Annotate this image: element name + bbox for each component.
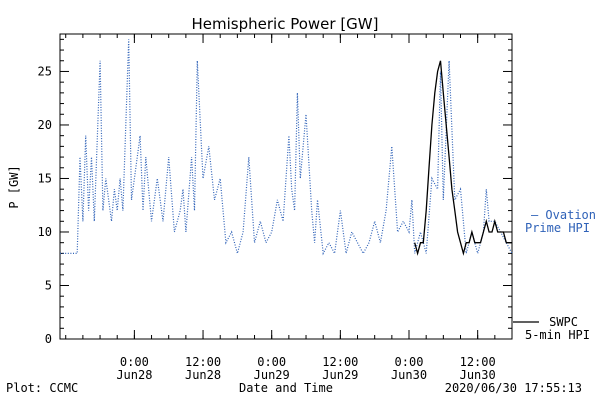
x-tick-label-time: 12:00 <box>185 355 221 369</box>
x-tick-label-time: 0:00 <box>257 355 286 369</box>
x-tick-label-time: 0:00 <box>120 355 149 369</box>
y-tick-label: 10 <box>38 225 52 239</box>
legend-swpc-label-2: 5-min HPI <box>525 328 590 342</box>
x-tick-label-date: Jun28 <box>116 368 152 382</box>
plot-credit: Plot: CCMC <box>6 381 78 395</box>
x-axis-label: Date and Time <box>239 381 333 395</box>
x-tick-label-time: 12:00 <box>460 355 496 369</box>
y-tick-label: 0 <box>45 332 52 346</box>
y-tick-label: 20 <box>38 118 52 132</box>
x-tick-label-date: Jun29 <box>254 368 290 382</box>
x-tick-label-date: Jun30 <box>391 368 427 382</box>
plot-frame <box>59 33 513 340</box>
series-ovation-prime-line <box>60 39 513 256</box>
y-axis-label: P [GW] <box>7 165 21 208</box>
axis-ticks: 05101520250:00Jun2812:00Jun280:00Jun2912… <box>38 34 513 382</box>
chart-title: Hemispheric Power [GW] <box>192 15 379 33</box>
legend-ovation-label-2: Prime HPI <box>525 221 590 235</box>
legend-swpc-label: SWPC <box>549 315 578 329</box>
y-tick-label: 5 <box>45 278 52 292</box>
y-tick-label: 15 <box>38 171 52 185</box>
x-tick-label-date: Jun29 <box>322 368 358 382</box>
x-tick-label-time: 0:00 <box>395 355 424 369</box>
x-tick-label-date: Jun30 <box>460 368 496 382</box>
timestamp: 2020/06/30 17:55:13 <box>445 381 582 395</box>
x-tick-label-date: Jun28 <box>185 368 221 382</box>
legend-ovation-label: — Ovation <box>531 208 596 222</box>
y-tick-label: 25 <box>38 64 52 78</box>
series-group <box>60 39 513 256</box>
x-tick-label-time: 12:00 <box>322 355 358 369</box>
series-swpc-hpi-line <box>414 60 512 256</box>
